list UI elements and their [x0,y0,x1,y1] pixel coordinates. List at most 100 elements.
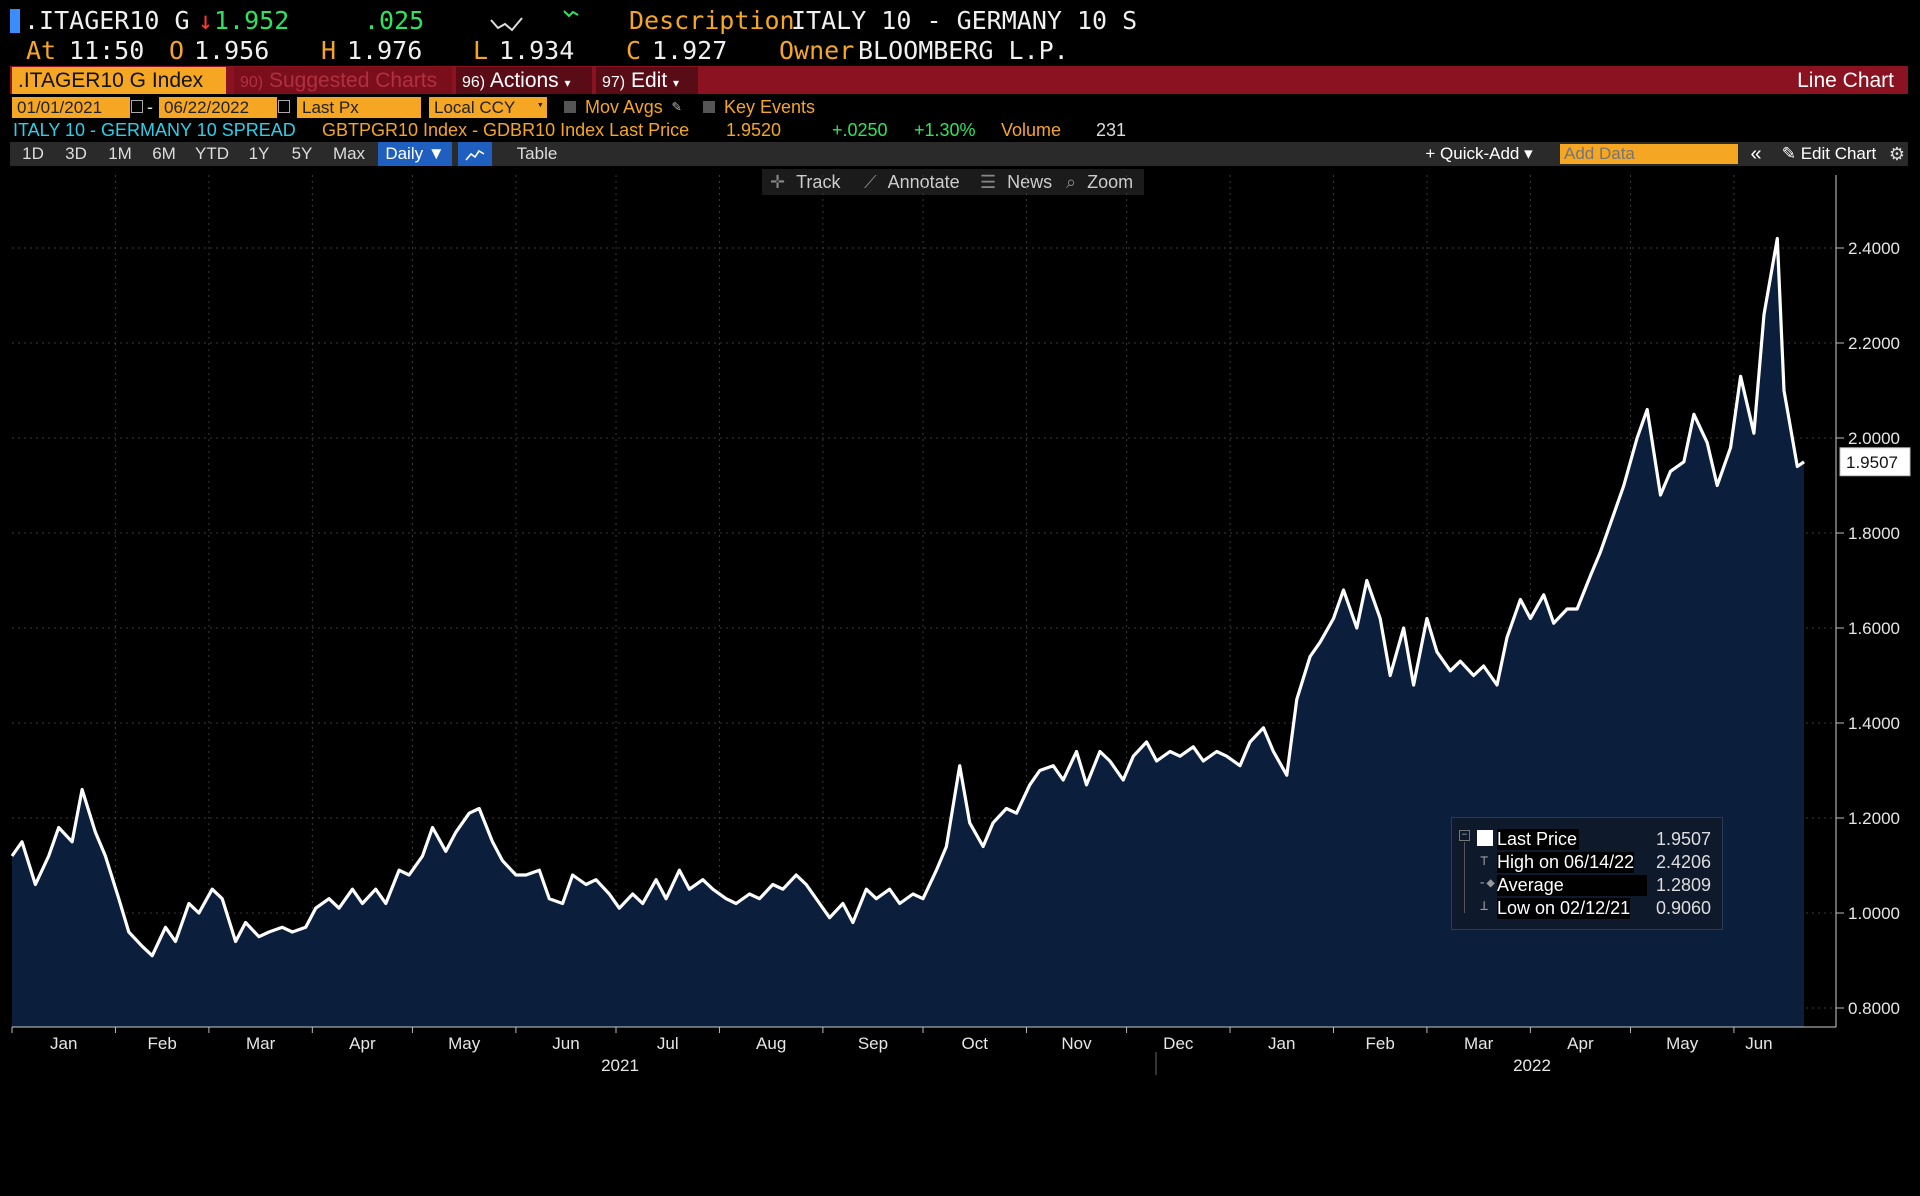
chevron-down-icon[interactable]: ▾ [537,98,544,111]
last-price: 1.952 [214,6,290,35]
mov-avgs-checkbox[interactable] [564,101,576,113]
start-date-input[interactable]: 01/01/2021 [12,97,130,118]
y-tick-label: 0.8000 [1848,999,1900,1018]
x-month-label: Nov [1061,1034,1092,1053]
high-marker-icon: ⊤ [1480,853,1489,869]
close-value: 1.927 [652,36,728,65]
crosshair-icon: ✛ [770,172,786,192]
down-arrow-icon: ↓ [198,6,214,35]
y-tick-label: 1.0000 [1848,904,1900,923]
x-month-label: Dec [1163,1034,1194,1053]
period-max[interactable]: Max [332,144,366,163]
calendar-icon[interactable] [131,100,143,113]
zoom-button[interactable]: ⌕ Zoom [1066,170,1133,194]
edit-chart-button[interactable]: ✎ Edit Chart [1772,142,1886,166]
x-month-label: Jan [50,1034,77,1053]
pencil-icon: ✎ [1781,144,1796,163]
y-tick-label: 1.8000 [1848,524,1900,543]
frequency-select[interactable]: Daily ▼ [378,142,452,166]
gear-icon[interactable]: ⚙ [1888,144,1906,164]
summary-high-label: High on 06/14/22 [1497,852,1635,873]
average-marker-icon: -◆- [1478,875,1504,891]
annotate-label: Annotate [887,172,960,192]
suggested-charts-label: Suggested Charts [268,69,438,92]
key-events-checkbox[interactable] [703,101,715,113]
owner-value: BLOOMBERG L.P. [858,36,1069,65]
security-indicator [10,9,20,33]
x-month-label: May [1666,1034,1699,1053]
edit-number: 97) [602,74,626,91]
line-chart-icon[interactable] [458,142,492,166]
currency-select[interactable]: Local CCY [429,97,547,118]
high-label: H [321,36,337,65]
period-1y[interactable]: 1Y [248,144,270,163]
track-label: Track [796,172,841,192]
track-button[interactable]: ✛ Track [770,170,840,194]
chart-tools-bar [762,169,1144,195]
summary-low-label: Low on 02/12/21 [1497,898,1631,919]
security-field[interactable]: .ITAGER10 G Index [12,67,226,94]
x-month-label: May [448,1034,481,1053]
actions-button[interactable]: 96) Actions ▾ [456,67,592,94]
calendar-icon[interactable] [278,100,290,113]
low-label: L [473,36,489,65]
summary-last-label: Last Price [1497,829,1580,850]
summary-low-value: 0.9060 [1656,898,1712,918]
summary-high-value: 2.4206 [1656,852,1712,872]
ticker-label[interactable]: .ITAGER10 G [24,6,190,35]
period-1d[interactable]: 1D [22,144,44,163]
series-price: 1.9520 [726,120,782,140]
x-month-label: Jun [1745,1034,1772,1053]
chart-type-label: Line Chart [1797,69,1894,92]
period-3d[interactable]: 3D [65,144,87,163]
news-button[interactable]: ☰ News [980,170,1052,194]
last-price-swatch [1477,830,1493,846]
annotate-button[interactable]: ⟋ Annotate [864,170,960,194]
collapse-button[interactable]: « [1750,143,1762,165]
high-value: 1.976 [347,36,423,65]
series-name: ITALY 10 - GERMANY 10 SPREAD [13,120,296,140]
period-6m[interactable]: 6M [152,144,176,163]
low-value: 1.934 [499,36,575,65]
y-tick-label: 1.4000 [1848,714,1900,733]
x-month-label: Apr [349,1034,376,1053]
price-area-fill [12,238,1804,1027]
x-month-label: Mar [1464,1034,1494,1053]
volume-label: Volume [1001,120,1062,140]
x-month-label: Sep [858,1034,888,1053]
mov-avgs-label: Mov Avgs [585,97,663,117]
x-month-label: Aug [756,1034,786,1053]
add-data-input[interactable] [1560,144,1738,164]
collapse-legend-icon[interactable]: − [1459,830,1470,841]
x-month-label: Jul [657,1034,679,1053]
at-label: At [26,36,57,65]
chevron-down-icon: ▾ [564,76,571,90]
magnifier-icon: ⌕ [1066,172,1077,192]
chart-axes: 2.4000 2.2000 2.0000 1.8000 1.6000 1.4000 1.20… [11,175,1900,1075]
x-month-label: Oct [962,1034,989,1053]
key-events-label: Key Events [724,97,816,117]
field-select[interactable]: Last Px [297,97,421,118]
x-month-label: Feb [1366,1034,1395,1053]
actions-number: 96) [462,74,486,91]
series-change: +.0250 [832,120,888,140]
price-change: .025 [364,6,425,35]
period-5y[interactable]: 5Y [291,144,313,163]
period-1m[interactable]: 1M [108,144,132,163]
suggested-charts-button[interactable]: 90) Suggested Charts [234,67,452,94]
period-ytd[interactable]: YTD [195,144,229,163]
quick-add-button[interactable]: + Quick-Add ▾ [1425,144,1533,163]
edit-button[interactable]: 97) Edit ▾ [596,67,698,94]
year-label-2021: 2021 [601,1056,639,1075]
pencil-icon[interactable]: ✎ [672,97,682,115]
end-date-input[interactable]: 06/22/2022 [159,97,277,118]
volume-value: 231 [1096,120,1127,140]
owner-label: Owner [779,36,855,65]
table-button[interactable]: Table [516,144,558,163]
zoom-label: Zoom [1087,172,1134,192]
edit-label: Edit [630,69,668,92]
at-value: 11:50 [69,36,145,65]
news-label: News [1007,172,1053,192]
last-value-label: 1.9507 [1846,453,1898,472]
